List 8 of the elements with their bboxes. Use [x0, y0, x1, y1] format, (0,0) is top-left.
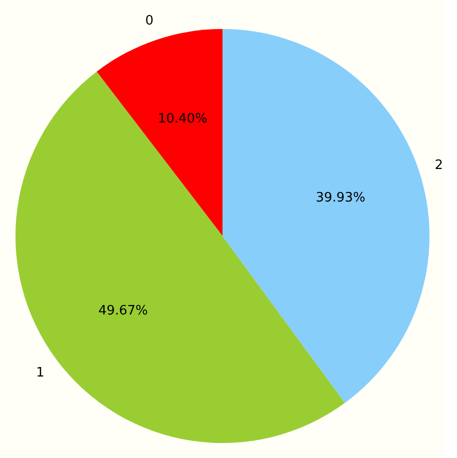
slice-label: 2	[434, 158, 444, 174]
slice-label: 1	[36, 366, 44, 381]
data-label: 10.40%	[158, 111, 208, 126]
data-label: 39.93%	[316, 190, 366, 206]
pie-slice	[96, 29, 222, 236]
slice-label: 0	[145, 13, 154, 28]
data-label: 49.67%	[98, 303, 148, 318]
pie-slice	[222, 29, 430, 403]
